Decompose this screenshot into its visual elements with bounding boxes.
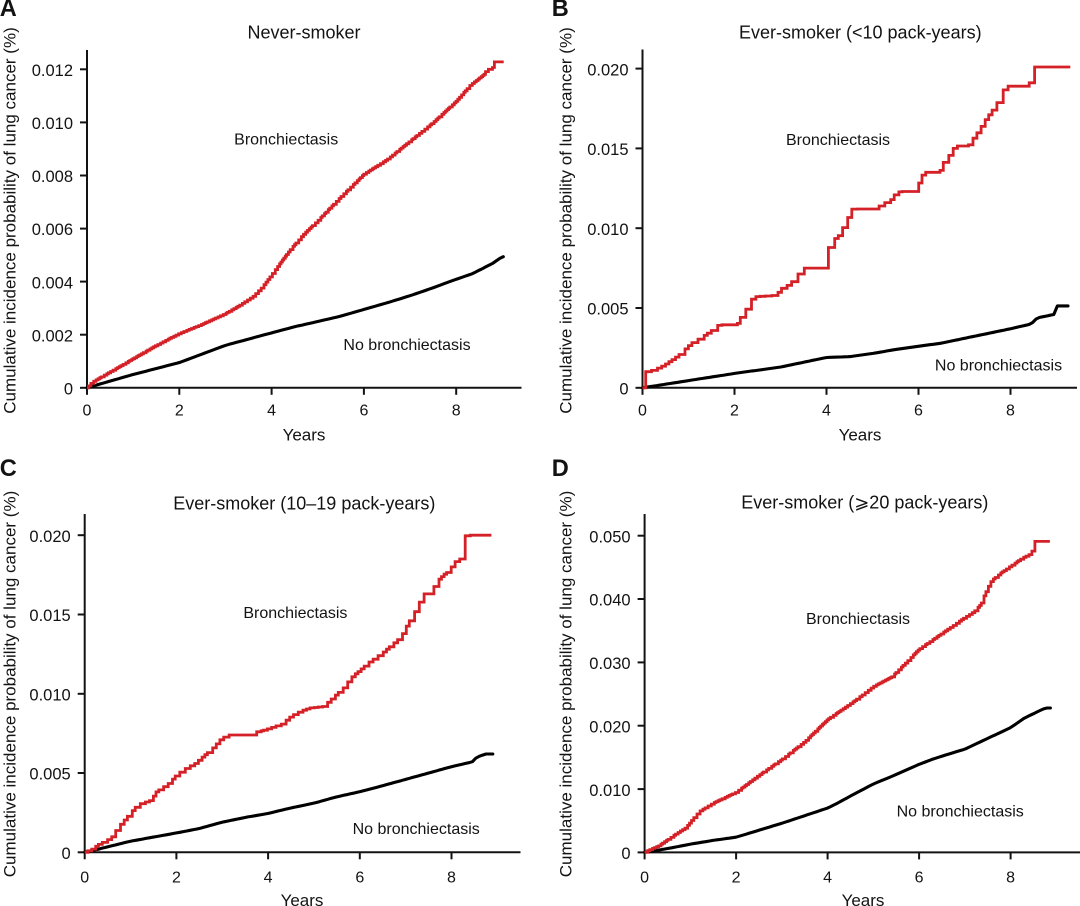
svg-text:4: 4 xyxy=(823,869,832,886)
svg-text:0.005: 0.005 xyxy=(587,301,628,319)
svg-text:0: 0 xyxy=(640,869,649,886)
svg-text:Ever-smoker (10–19 pack-years): Ever-smoker (10–19 pack-years) xyxy=(173,494,435,514)
svg-text:0.015: 0.015 xyxy=(587,141,628,159)
svg-text:No bronchiectasis: No bronchiectasis xyxy=(935,357,1062,374)
svg-text:D: D xyxy=(552,456,569,482)
svg-text:C: C xyxy=(0,456,17,482)
svg-text:0.040: 0.040 xyxy=(589,592,630,610)
svg-text:0: 0 xyxy=(83,403,92,420)
svg-text:Cumulative incidence probabili: Cumulative incidence probability of lung… xyxy=(0,27,19,413)
svg-text:4: 4 xyxy=(264,869,273,886)
svg-text:Ever-smoker (<10 pack-years): Ever-smoker (<10 pack-years) xyxy=(739,23,982,43)
svg-text:Bronchiectasis: Bronchiectasis xyxy=(786,132,890,149)
svg-text:2: 2 xyxy=(175,403,184,420)
svg-text:0.008: 0.008 xyxy=(32,168,73,186)
svg-text:0.006: 0.006 xyxy=(32,221,73,239)
svg-text:0.012: 0.012 xyxy=(32,62,73,80)
svg-text:Bronchiectasis: Bronchiectasis xyxy=(243,605,347,622)
svg-text:0.010: 0.010 xyxy=(587,221,628,239)
svg-text:No bronchiectasis: No bronchiectasis xyxy=(343,337,470,354)
svg-text:0.005: 0.005 xyxy=(29,766,70,784)
svg-text:Years: Years xyxy=(281,891,324,906)
svg-text:0.050: 0.050 xyxy=(589,528,630,546)
svg-text:0.020: 0.020 xyxy=(587,61,628,79)
svg-text:0: 0 xyxy=(64,381,73,399)
svg-text:0.010: 0.010 xyxy=(29,687,70,705)
svg-text:8: 8 xyxy=(452,403,461,420)
svg-text:Years: Years xyxy=(839,425,882,444)
svg-text:0: 0 xyxy=(619,381,628,399)
svg-text:2: 2 xyxy=(172,869,181,886)
svg-text:0: 0 xyxy=(62,845,71,863)
svg-text:0.015: 0.015 xyxy=(29,607,70,625)
svg-text:2: 2 xyxy=(732,869,741,886)
svg-text:6: 6 xyxy=(914,403,923,420)
svg-text:8: 8 xyxy=(1006,869,1015,886)
svg-text:Cumulative incidence probabili: Cumulative incidence probability of lung… xyxy=(0,491,19,877)
svg-text:4: 4 xyxy=(822,403,831,420)
svg-text:Bronchiectasis: Bronchiectasis xyxy=(234,132,338,149)
svg-text:B: B xyxy=(552,0,569,22)
svg-text:0.010: 0.010 xyxy=(589,782,630,800)
svg-text:Cumulative incidence probabili: Cumulative incidence probability of lung… xyxy=(557,27,576,413)
svg-text:6: 6 xyxy=(359,403,368,420)
svg-text:0.004: 0.004 xyxy=(32,274,73,292)
svg-text:6: 6 xyxy=(355,869,364,886)
svg-text:0.002: 0.002 xyxy=(32,327,73,345)
svg-text:No bronchiectasis: No bronchiectasis xyxy=(897,803,1024,820)
svg-text:Years: Years xyxy=(283,425,326,444)
svg-text:4: 4 xyxy=(267,403,276,420)
svg-text:6: 6 xyxy=(915,869,924,886)
svg-text:8: 8 xyxy=(1006,403,1015,420)
svg-text:0.030: 0.030 xyxy=(589,655,630,673)
svg-text:0: 0 xyxy=(621,845,630,863)
svg-text:0: 0 xyxy=(80,869,89,886)
svg-text:0.020: 0.020 xyxy=(29,528,70,546)
svg-text:Ever-smoker (⩾20 pack-years): Ever-smoker (⩾20 pack-years) xyxy=(741,493,988,513)
svg-text:0.010: 0.010 xyxy=(32,115,73,133)
svg-text:2: 2 xyxy=(730,403,739,420)
svg-text:Bronchiectasis: Bronchiectasis xyxy=(806,611,910,628)
svg-text:8: 8 xyxy=(447,869,456,886)
svg-text:Never-smoker: Never-smoker xyxy=(247,23,360,43)
svg-text:Years: Years xyxy=(842,891,885,906)
svg-text:0: 0 xyxy=(638,403,647,420)
svg-text:No bronchiectasis: No bronchiectasis xyxy=(353,821,480,838)
svg-text:A: A xyxy=(0,0,17,22)
svg-text:0.020: 0.020 xyxy=(589,718,630,736)
svg-text:Cumulative incidence probabili: Cumulative incidence probability of lung… xyxy=(557,491,576,877)
